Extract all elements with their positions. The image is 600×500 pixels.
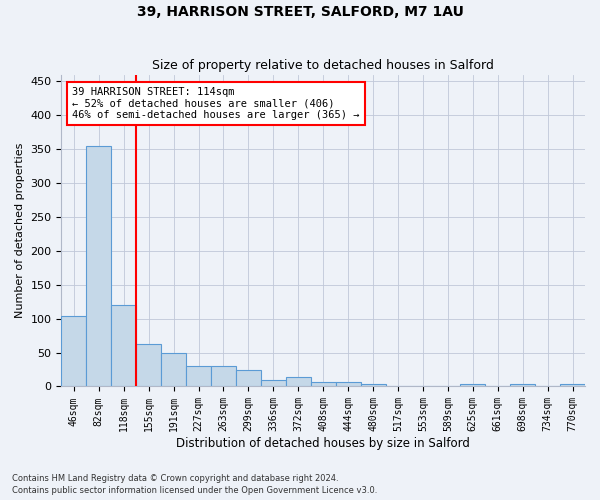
Bar [510, 384, 535, 386]
Bar [161, 352, 186, 386]
X-axis label: Distribution of detached houses by size in Salford: Distribution of detached houses by size … [176, 437, 470, 450]
Bar [186, 366, 211, 386]
Bar [211, 366, 236, 386]
Bar [236, 370, 261, 386]
Text: 39, HARRISON STREET, SALFORD, M7 1AU: 39, HARRISON STREET, SALFORD, M7 1AU [137, 5, 463, 19]
Bar [286, 377, 311, 386]
Bar [311, 382, 335, 386]
Bar [136, 344, 161, 387]
Bar [361, 384, 386, 386]
Bar [86, 146, 111, 386]
Bar [111, 305, 136, 386]
Bar [335, 382, 361, 386]
Bar [560, 384, 585, 386]
Y-axis label: Number of detached properties: Number of detached properties [15, 143, 25, 318]
Text: 39 HARRISON STREET: 114sqm
← 52% of detached houses are smaller (406)
46% of sem: 39 HARRISON STREET: 114sqm ← 52% of deta… [72, 87, 359, 120]
Bar [61, 316, 86, 386]
Bar [460, 384, 485, 386]
Title: Size of property relative to detached houses in Salford: Size of property relative to detached ho… [152, 59, 494, 72]
Text: Contains HM Land Registry data © Crown copyright and database right 2024.
Contai: Contains HM Land Registry data © Crown c… [12, 474, 377, 495]
Bar [261, 380, 286, 386]
